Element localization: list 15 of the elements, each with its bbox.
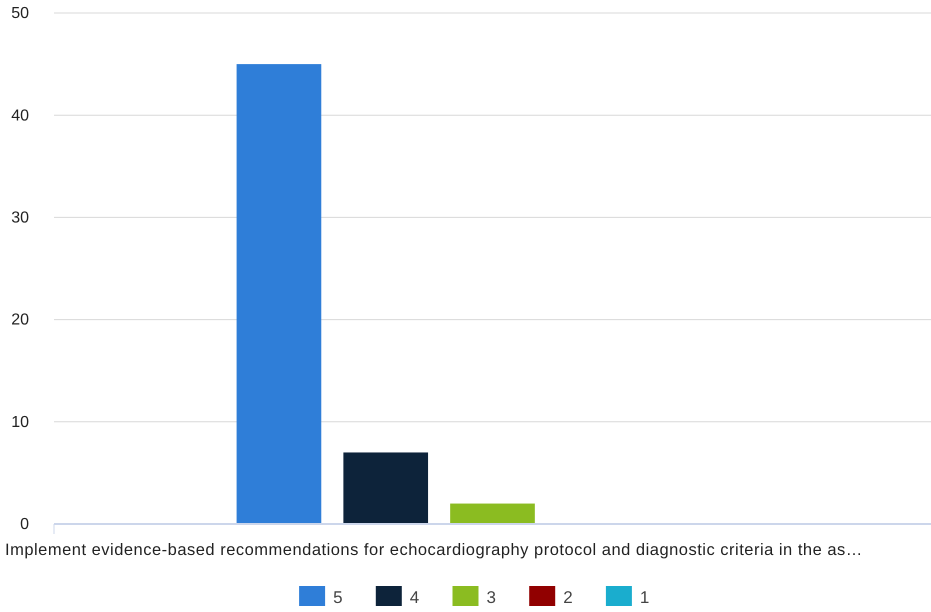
legend-label: 3: [486, 588, 496, 607]
y-tick-label: 0: [20, 516, 30, 534]
y-tick-label: 10: [11, 414, 30, 431]
x-tick-label: Implement evidence-based recommendations for echocardiography protocol and diagnostic criteria in the as…: [5, 541, 863, 559]
bar: [450, 504, 535, 524]
legend-label: 4: [410, 588, 420, 607]
y-tick-label: 20: [11, 312, 30, 329]
legend-label: 1: [640, 588, 650, 607]
bar: [236, 64, 322, 524]
y-tick-label: 40: [11, 107, 30, 124]
legend-label: 2: [563, 588, 573, 607]
bar: [343, 452, 428, 524]
y-tick-label: 30: [11, 210, 30, 227]
y-tick-label: 50: [11, 5, 30, 22]
legend-label: 5: [333, 588, 343, 607]
